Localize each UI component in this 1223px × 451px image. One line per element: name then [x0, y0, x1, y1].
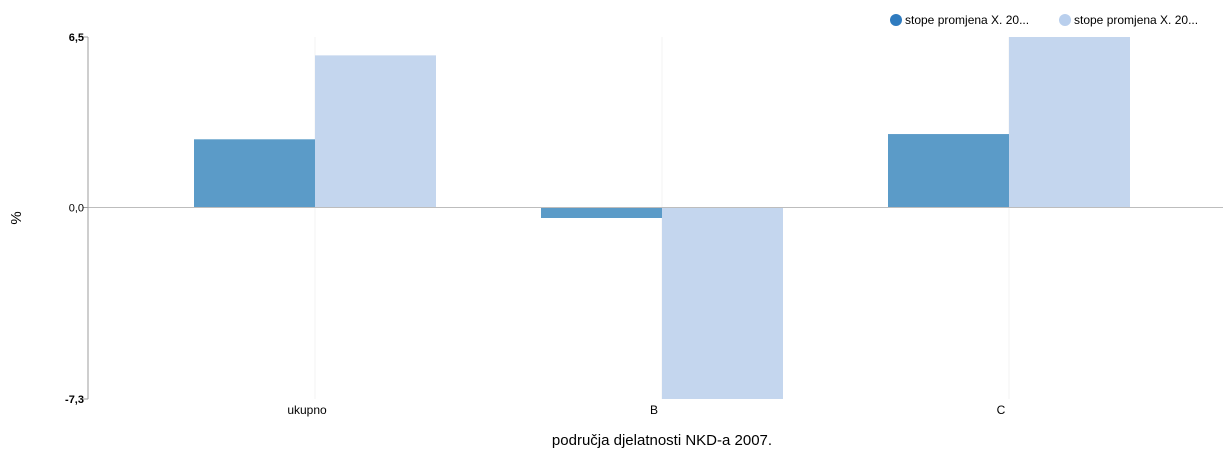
bar-series-1-ukupno[interactable] — [194, 139, 315, 208]
bar-series-2-B[interactable] — [662, 207, 783, 399]
y-tick-label: -7,3 — [65, 394, 84, 406]
x-tick-label: B — [650, 403, 658, 417]
bar-series-1-C[interactable] — [888, 134, 1009, 208]
x-axis-ticks: ukupno B C — [287, 403, 1005, 417]
bar-series-2-ukupno[interactable] — [315, 55, 436, 208]
legend-label-2: stope promjena X. 20... — [1074, 13, 1198, 27]
x-axis-title: područja djelatnosti NKD-a 2007. — [552, 432, 772, 449]
y-tick-label: 0,0 — [69, 203, 84, 215]
legend: stope promjena X. 20... stope promjena X… — [890, 13, 1198, 27]
y-axis-title: % — [8, 211, 25, 224]
bars-group — [194, 37, 1130, 399]
legend-marker-2 — [1059, 14, 1071, 26]
x-tick-label: C — [997, 403, 1006, 417]
legend-item-1[interactable]: stope promjena X. 20... — [890, 13, 1029, 27]
legend-item-2[interactable]: stope promjena X. 20... — [1059, 13, 1198, 27]
x-tick-label: ukupno — [287, 403, 327, 417]
bar-series-1-B[interactable] — [541, 207, 662, 218]
y-axis-ticks: 6,5 0,0 -7,3 — [65, 32, 88, 406]
legend-label-1: stope promjena X. 20... — [905, 13, 1029, 27]
legend-marker-1 — [890, 14, 902, 26]
y-tick-label: 6,5 — [69, 32, 84, 44]
bar-series-2-C[interactable] — [1009, 37, 1130, 208]
